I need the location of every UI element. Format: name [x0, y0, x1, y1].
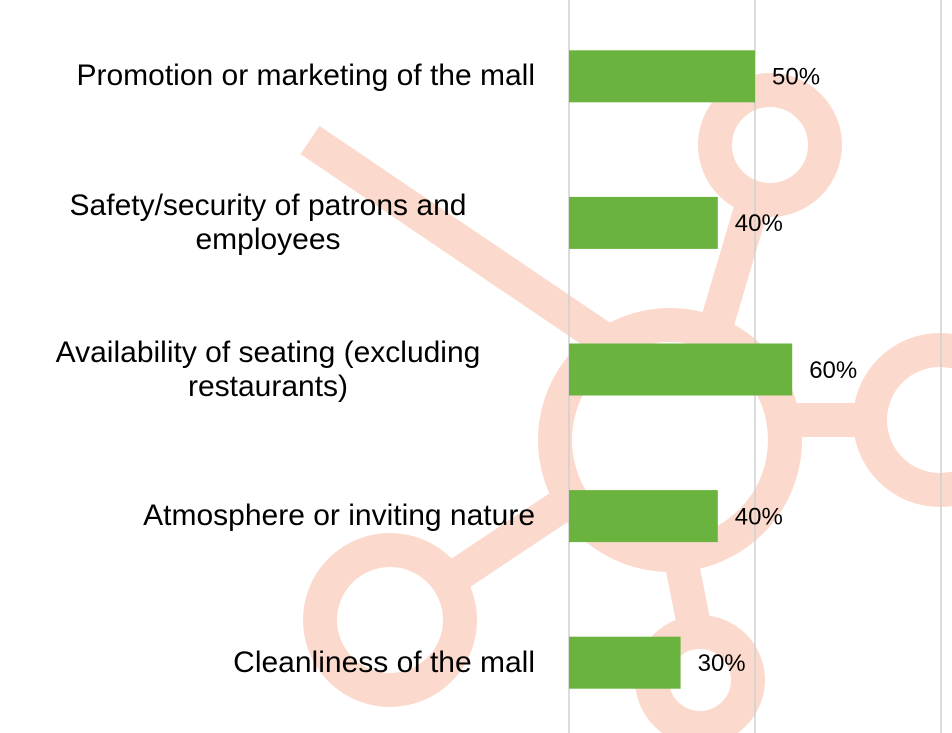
bar: [569, 490, 718, 543]
category-label: Safety/security of patrons and employees: [69, 188, 467, 256]
category-label: Promotion or marketing of the mall: [76, 59, 535, 93]
bar: [569, 343, 793, 396]
category-label: Cleanliness of the mall: [233, 645, 535, 679]
bar: [569, 50, 755, 103]
bar: [569, 636, 681, 689]
value-label: 40%: [735, 503, 783, 530]
category-label: Atmosphere or inviting nature: [143, 499, 535, 533]
value-label: 30%: [698, 650, 746, 677]
bar: [569, 196, 718, 249]
value-label: 50%: [772, 64, 820, 91]
category-label: Availability of seating (excluding resta…: [55, 335, 481, 403]
value-label: 40%: [735, 210, 783, 237]
value-label: 60%: [809, 357, 857, 384]
watermark: [300, 73, 952, 733]
